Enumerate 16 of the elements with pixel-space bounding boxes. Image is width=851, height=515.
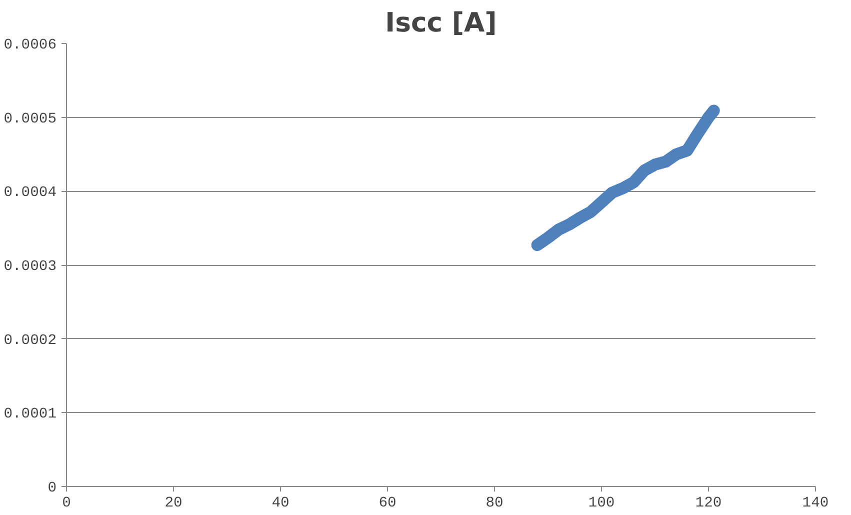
- chart-title: Iscc [A]: [385, 8, 497, 38]
- y-tick-label: 0.0006: [4, 38, 57, 54]
- x-tick-label: 100: [588, 496, 615, 512]
- y-tick-label: 0.0003: [4, 259, 57, 275]
- x-tick-label: 0: [62, 496, 71, 512]
- y-tick-label: 0.0005: [4, 111, 57, 128]
- x-tick-label: 120: [695, 496, 722, 512]
- y-tick-label: 0: [48, 480, 56, 496]
- x-tick-label: 40: [272, 496, 290, 512]
- x-tick-label: 20: [164, 496, 182, 512]
- y-tick-label: 0.0001: [4, 406, 57, 423]
- x-tick-label: 60: [378, 496, 396, 512]
- x-tick-label: 80: [486, 496, 504, 512]
- y-tick-label: 0.0004: [4, 185, 57, 202]
- x-tick-label: 140: [802, 496, 829, 512]
- y-tick-label: 0.0002: [4, 332, 57, 349]
